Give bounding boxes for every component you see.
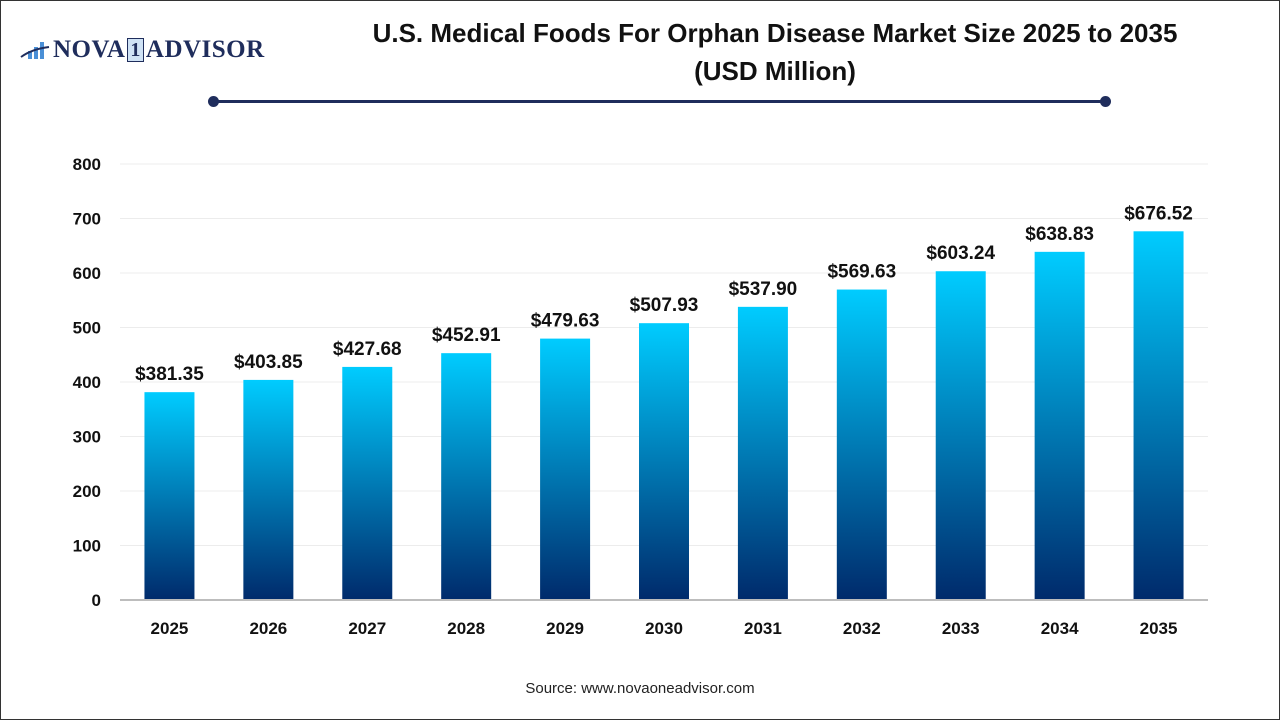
x-tick-label: 2031	[744, 619, 782, 638]
source-note: Source: www.novaoneadvisor.com	[525, 680, 755, 697]
bar-2028	[441, 353, 492, 600]
bar-2025	[144, 392, 195, 600]
data-label: $676.52	[1124, 203, 1193, 224]
logo-text-advisor: ADVISOR	[145, 36, 265, 63]
x-tick-label: 2035	[1140, 619, 1178, 638]
data-label: $381.35	[135, 364, 204, 385]
chart-title-line2: (USD Million)	[694, 56, 856, 86]
bar-2034	[1034, 251, 1085, 600]
x-tick-label: 2029	[546, 619, 584, 638]
x-tick-label: 2026	[249, 619, 287, 638]
y-tick-label: 200	[73, 482, 101, 501]
y-tick-label: 0	[92, 591, 101, 610]
y-tick-label: 300	[73, 428, 101, 447]
y-tick-label: 500	[73, 319, 101, 338]
data-label: $403.85	[234, 352, 303, 373]
data-label: $452.91	[432, 325, 501, 346]
chart-title: U.S. Medical Foods For Orphan Disease Ma…	[290, 14, 1260, 90]
x-tick-label: 2027	[348, 619, 386, 638]
data-label: $569.63	[827, 262, 896, 283]
data-label: $537.90	[729, 279, 798, 300]
bar-2035	[1133, 231, 1184, 600]
x-tick-label: 2034	[1041, 619, 1079, 638]
bar-2030	[639, 323, 689, 600]
title-divider	[213, 100, 1106, 103]
logo-text-nova: NOVA	[53, 36, 126, 63]
bar-2029	[540, 338, 591, 600]
divider-dot-right	[1100, 96, 1111, 107]
x-tick-label: 2032	[843, 619, 881, 638]
x-tick-label: 2033	[942, 619, 980, 638]
x-tick-label: 2030	[645, 619, 683, 638]
data-label: $427.68	[333, 339, 402, 360]
bar-2033	[935, 271, 986, 600]
bar-2032	[836, 289, 887, 600]
data-label: $603.24	[926, 243, 995, 264]
y-tick-label: 800	[73, 155, 101, 174]
x-tick-label: 2028	[447, 619, 485, 638]
y-tick-label: 400	[73, 373, 101, 392]
chart-title-line1: U.S. Medical Foods For Orphan Disease Ma…	[372, 18, 1178, 48]
logo-text-one: 1	[127, 38, 144, 62]
data-label: $638.83	[1025, 224, 1094, 245]
bar-2027	[342, 366, 393, 600]
y-tick-label: 600	[73, 264, 101, 283]
y-tick-label: 700	[73, 210, 101, 229]
divider-dot-left	[208, 96, 219, 107]
bar-2031	[737, 306, 788, 600]
logo-bars-icon	[20, 42, 50, 59]
data-label: $479.63	[531, 311, 600, 332]
bar-2026	[243, 379, 294, 600]
data-label: $507.93	[630, 295, 699, 316]
x-tick-label: 2025	[151, 619, 189, 638]
y-tick-label: 100	[73, 537, 101, 556]
logo: NOVA 1 ADVISOR	[20, 36, 265, 64]
